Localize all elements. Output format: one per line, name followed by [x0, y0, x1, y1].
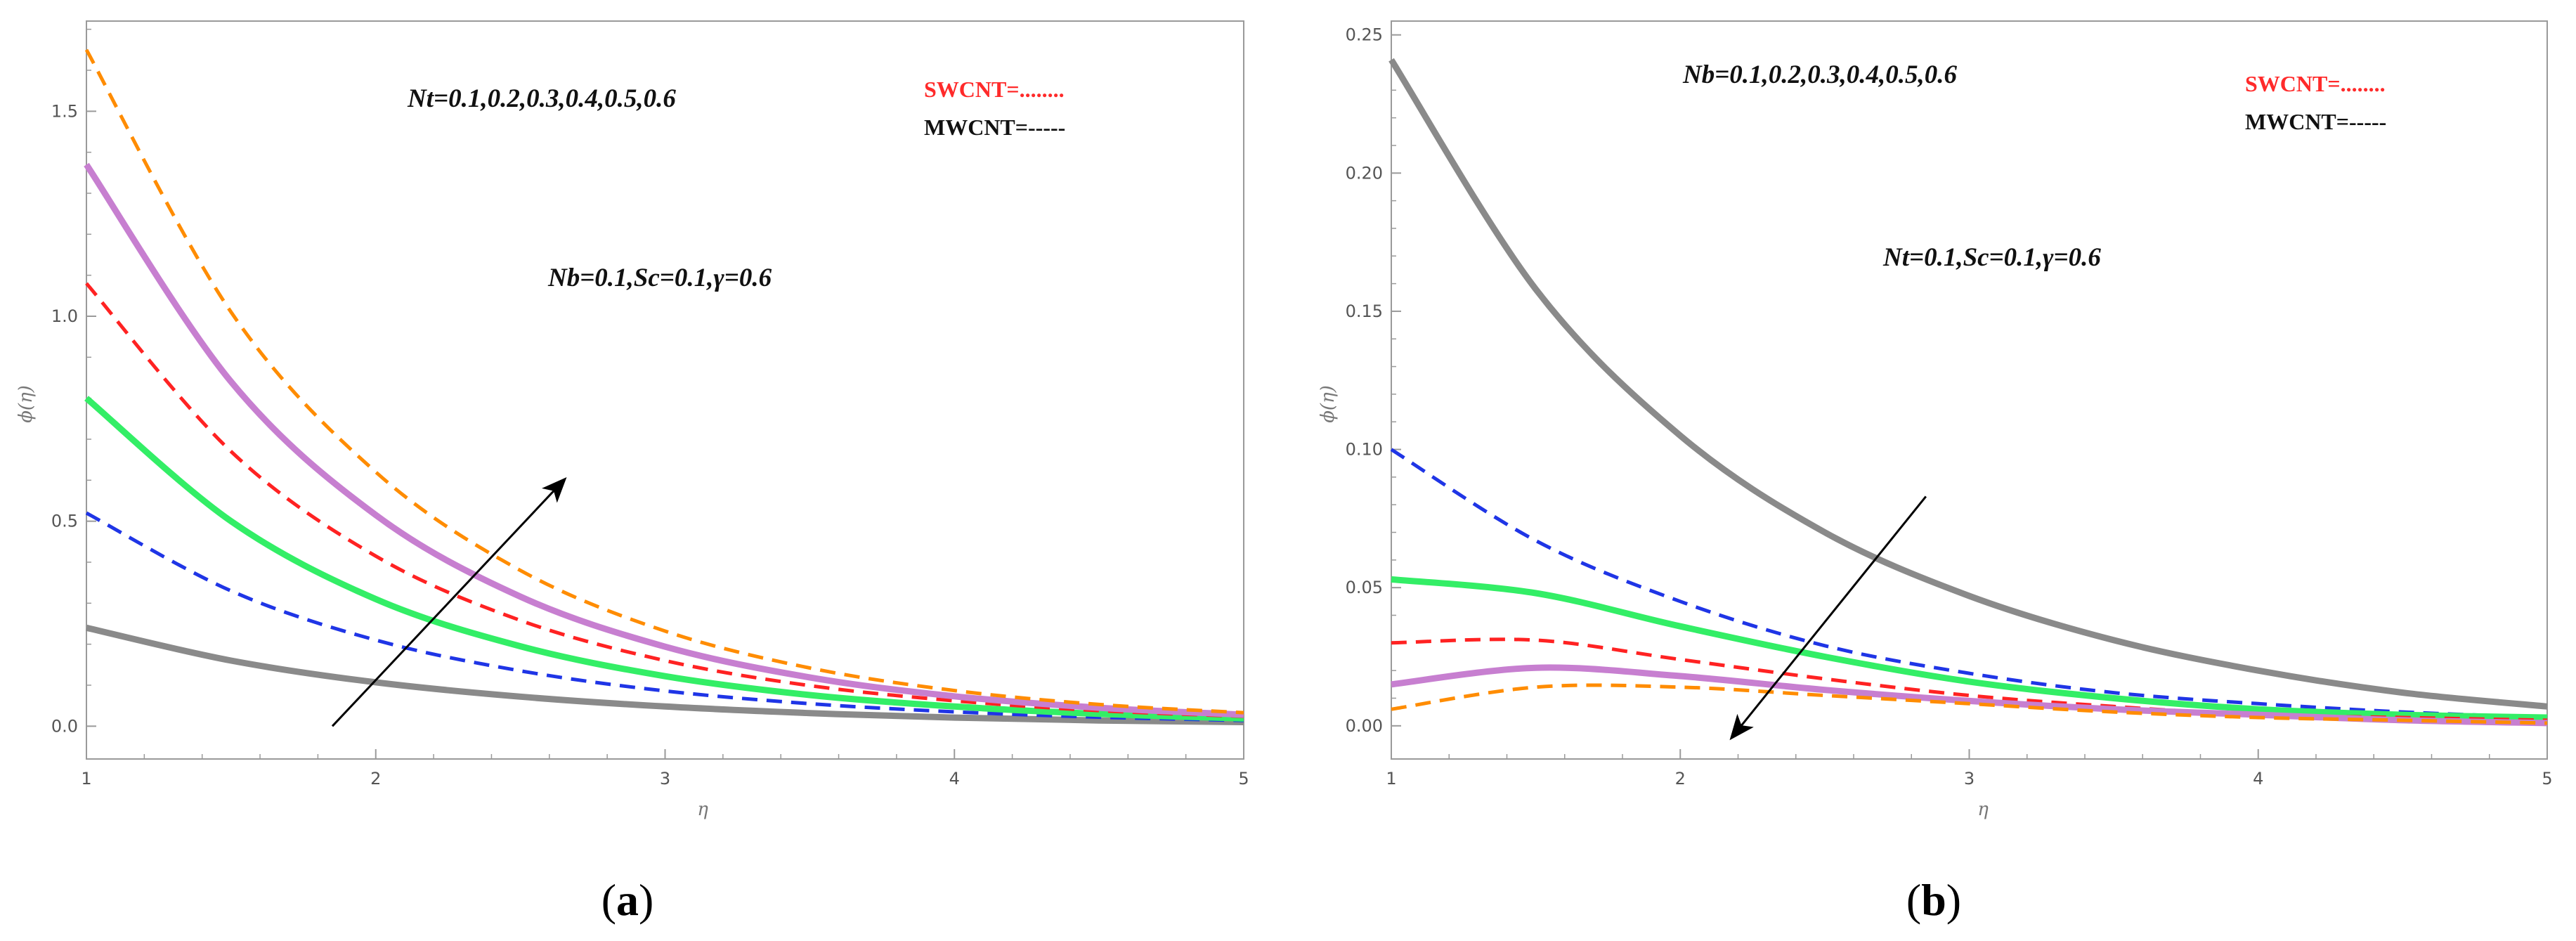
series-line-nt-0-3	[84, 396, 1244, 722]
panel-letter-a: a	[616, 875, 639, 925]
param-annotation-a: Nt=0.1,0.2,0.3,0.4,0.5,0.6	[407, 84, 676, 113]
panel-label-b: (b)	[1906, 875, 1961, 925]
x-axis-title-b: η	[1977, 799, 1989, 820]
series-line-nt-0-1	[86, 624, 1244, 725]
series-line-nt-0-2	[85, 511, 1244, 722]
y-tick-label: 1.0	[51, 306, 78, 326]
x-tick-label: 2	[370, 769, 381, 789]
panel-a: 1 2 3 4 5 0.0 0.5 1.0 1.5 ϕ(η) η Nt=0.1,0.2,0.3,…	[15, 20, 1249, 925]
axis-ticks-a: 1 2 3 4 5 0.0 0.5 1.0 1.5	[51, 28, 1249, 789]
series-line-nt-0-5	[84, 162, 1244, 718]
panel-b: 1 2 3 4 5 0.00 0.05 0.10 0.15 0.20 0.25 ϕ(η) η Nb=…	[1318, 20, 2553, 925]
y-axis-title-b: ϕ(η)	[1318, 385, 1339, 423]
x-tick-label: 4	[949, 769, 960, 789]
x-tick-label: 4	[2253, 769, 2263, 789]
x-tick-label: 5	[2542, 769, 2552, 789]
legend-swcnt-a: SWCNT=........	[924, 77, 1065, 102]
x-axis-title-a: η	[697, 799, 708, 820]
legend-swcnt-b: SWCNT=........	[2245, 71, 2386, 96]
fixed-annotation-a: Nb=0.1,Sc=0.1,γ=0.6	[547, 264, 772, 292]
y-tick-label: 1.5	[51, 101, 78, 121]
legend-mwcnt-a: MWCNT=-----	[924, 115, 1065, 140]
trend-arrow-a	[331, 476, 567, 727]
axis-ticks-b: 1 2 3 4 5 0.00 0.05 0.10 0.15 0.20 0.25	[1346, 25, 2553, 789]
x-tick-label: 3	[660, 769, 670, 789]
y-tick-label: 0.5	[51, 512, 78, 531]
y-tick-label: 0.20	[1346, 163, 1383, 183]
series-group-a	[84, 48, 1244, 725]
y-tick-label: 0.15	[1346, 301, 1383, 321]
x-tick-label: 1	[81, 769, 91, 789]
y-tick-label: 0.00	[1346, 716, 1383, 736]
x-tick-label: 3	[1964, 769, 1975, 789]
series-line-nb-0-3	[1391, 576, 2548, 721]
x-tick-label: 1	[1386, 769, 1396, 789]
series-group-b	[1388, 58, 2548, 727]
panel-letter-b: b	[1921, 875, 1946, 925]
series-line-nt-0-6	[84, 48, 1244, 715]
fixed-annotation-b: Nt=0.1,Sc=0.1,γ=0.6	[1882, 243, 2101, 272]
y-tick-label: 0.05	[1346, 578, 1383, 597]
trend-arrow-b	[1729, 495, 1927, 741]
y-tick-label: 0.0	[51, 716, 78, 736]
series-line-nb-0-6	[1391, 683, 2548, 725]
legend-mwcnt-b: MWCNT=-----	[2245, 109, 2386, 134]
series-line-nt-0-4	[85, 282, 1244, 718]
y-tick-label: 0.10	[1346, 440, 1383, 460]
y-tick-label: 0.25	[1346, 25, 1383, 45]
y-axis-title-a: ϕ(η)	[15, 385, 37, 423]
x-tick-label: 2	[1675, 769, 1686, 789]
x-tick-label: 5	[1238, 769, 1249, 789]
series-line-nb-0-2	[1390, 448, 2548, 720]
param-annotation-b: Nb=0.1,0.2,0.3,0.4,0.5,0.6	[1682, 60, 1958, 89]
panel-label-a: (a)	[601, 875, 654, 925]
series-line-nb-0-1	[1388, 58, 2548, 710]
